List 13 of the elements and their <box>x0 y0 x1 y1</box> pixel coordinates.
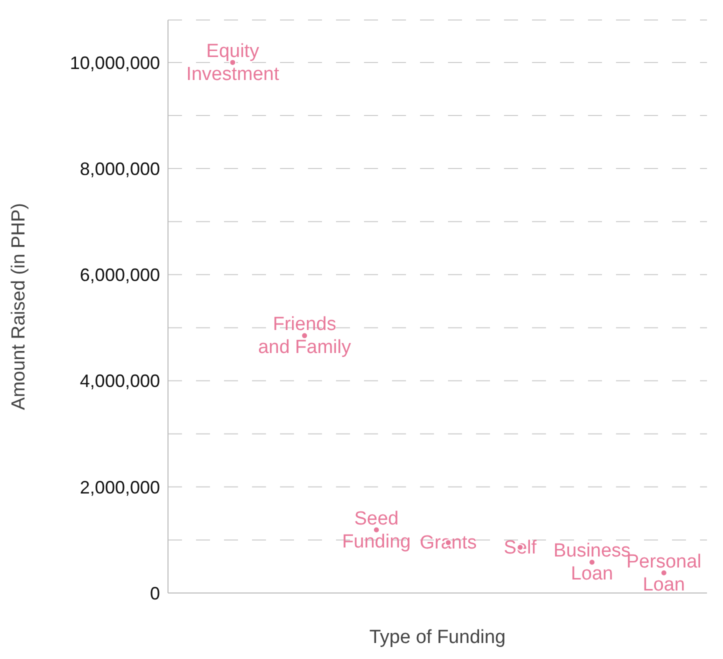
point <box>372 526 380 534</box>
x-axis-title: Type of Funding <box>369 627 506 648</box>
y-tick-label: 8,000,000 <box>80 158 160 179</box>
y-tick-label: 4,000,000 <box>80 371 160 392</box>
point <box>660 569 668 576</box>
y-tick-label: 0 <box>150 583 160 604</box>
x-tick-label: Seed Funding <box>342 508 411 552</box>
y-axis-title: Amount Raised (in PHP) <box>8 203 30 410</box>
x-tick-label: Equity Investment <box>186 40 280 85</box>
y-tick-label: 10,000,000 <box>70 52 160 73</box>
y-tick-label: 2,000,000 <box>80 477 160 498</box>
y-tick-label: 6,000,000 <box>80 265 160 286</box>
x-tick-label: Friends and Family <box>258 314 352 358</box>
